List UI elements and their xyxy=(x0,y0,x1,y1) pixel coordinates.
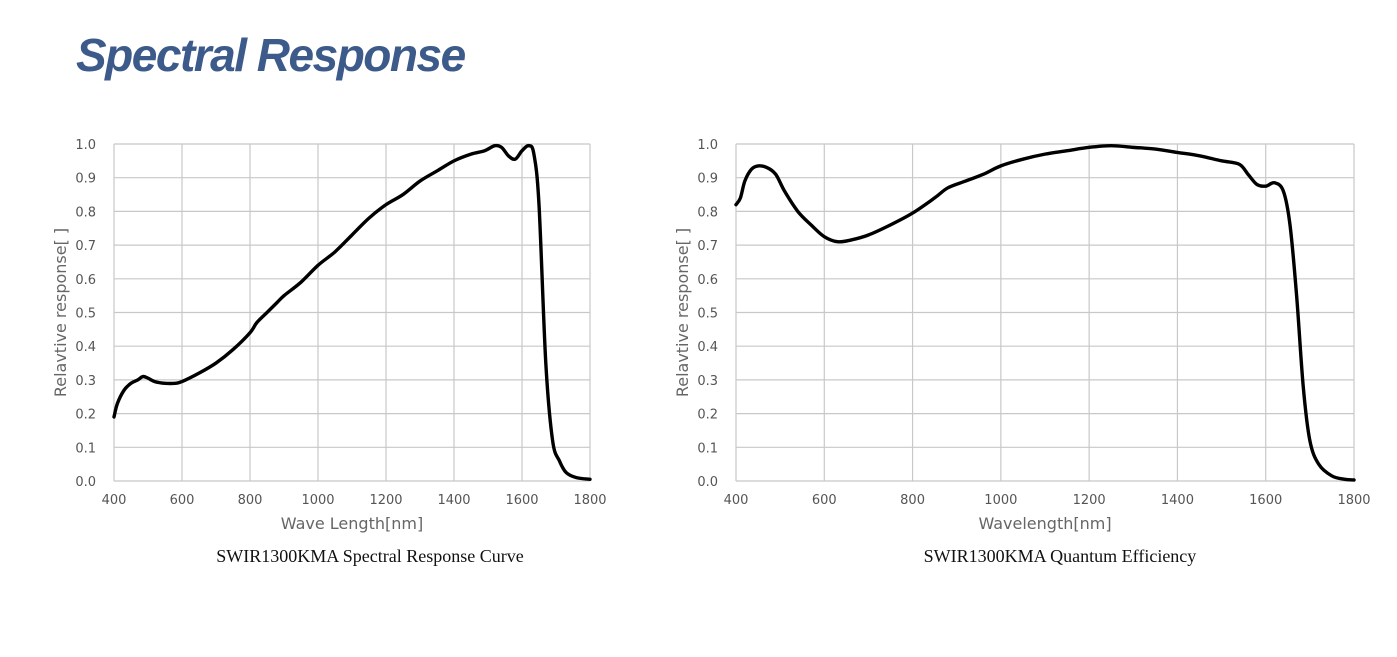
x-tick-label: 1200 xyxy=(1073,493,1106,508)
y-tick-label: 0.4 xyxy=(697,340,718,355)
x-tick-label: 400 xyxy=(724,493,749,508)
x-tick-label: 1400 xyxy=(437,493,470,508)
y-tick-label: 0.2 xyxy=(697,408,718,423)
x-tick-label: 1000 xyxy=(301,493,334,508)
y-tick-label: 0.4 xyxy=(75,340,96,355)
y-tick-label: 1.0 xyxy=(75,138,96,153)
x-tick-label: 600 xyxy=(170,493,195,508)
x-tick-label: 800 xyxy=(900,493,925,508)
x-tick-label: 1800 xyxy=(1337,493,1370,508)
y-tick-label: 0.3 xyxy=(75,374,96,389)
x-axis-title: Wave Length[nm] xyxy=(281,514,423,533)
x-tick-label: 1600 xyxy=(505,493,538,508)
y-tick-label: 1.0 xyxy=(697,138,718,153)
x-tick-label: 600 xyxy=(812,493,837,508)
y-tick-label: 0.9 xyxy=(75,172,96,187)
x-tick-label: 1800 xyxy=(573,493,606,508)
x-tick-label: 1600 xyxy=(1249,493,1282,508)
x-tick-label: 1000 xyxy=(984,493,1017,508)
x-axis-title: Wavelength[nm] xyxy=(978,514,1111,533)
x-tick-label: 1200 xyxy=(369,493,402,508)
chart-quantum-efficiency: 0.0 0.1 0.2 0.3 0.4 0.5 0.6 0.7 0.8 0.9 1.0 400 600 8… xyxy=(673,138,1371,566)
y-tick-label: 0.5 xyxy=(75,307,96,322)
y-tick-label: 0.0 xyxy=(697,475,718,490)
y-tick-label: 0.1 xyxy=(75,441,96,456)
series-line xyxy=(734,143,1356,482)
x-tick-label: 400 xyxy=(102,493,127,508)
y-tick-label: 0.7 xyxy=(75,239,96,254)
y-tick-label: 0.0 xyxy=(75,475,96,490)
y-tick-label: 0.5 xyxy=(697,307,718,322)
page-title: Spectral Response xyxy=(76,29,466,81)
x-tick-label: 1400 xyxy=(1161,493,1194,508)
y-tick-label: 0.9 xyxy=(697,172,718,187)
y-tick-label: 0.7 xyxy=(697,239,718,254)
y-axis-title: Relavtive response[ ] xyxy=(673,228,692,397)
y-axis-title: Relavtive response[ ] xyxy=(51,228,70,397)
chart-spectral-response: 0.0 0.1 0.2 0.3 0.4 0.5 0.6 0.7 0.8 0.9 1.0 400 600 8… xyxy=(51,138,607,566)
x-tick-label: 800 xyxy=(238,493,263,508)
chart-caption: SWIR1300KMA Spectral Response Curve xyxy=(216,546,523,566)
y-tick-label: 0.3 xyxy=(697,374,718,389)
series-line xyxy=(112,143,592,482)
y-tick-label: 0.6 xyxy=(75,273,96,288)
y-tick-label: 0.8 xyxy=(697,205,718,220)
y-tick-label: 0.6 xyxy=(697,273,718,288)
y-tick-label: 0.2 xyxy=(75,408,96,423)
y-tick-label: 0.8 xyxy=(75,205,96,220)
chart-caption: SWIR1300KMA Quantum Efficiency xyxy=(924,546,1197,566)
y-tick-label: 0.1 xyxy=(697,441,718,456)
